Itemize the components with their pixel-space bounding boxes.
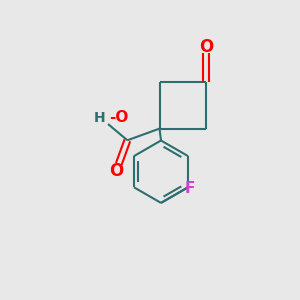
Text: H: H xyxy=(94,110,106,124)
Text: O: O xyxy=(109,162,123,180)
Text: F: F xyxy=(184,181,195,196)
Text: -O: -O xyxy=(109,110,128,125)
Text: O: O xyxy=(199,38,213,56)
